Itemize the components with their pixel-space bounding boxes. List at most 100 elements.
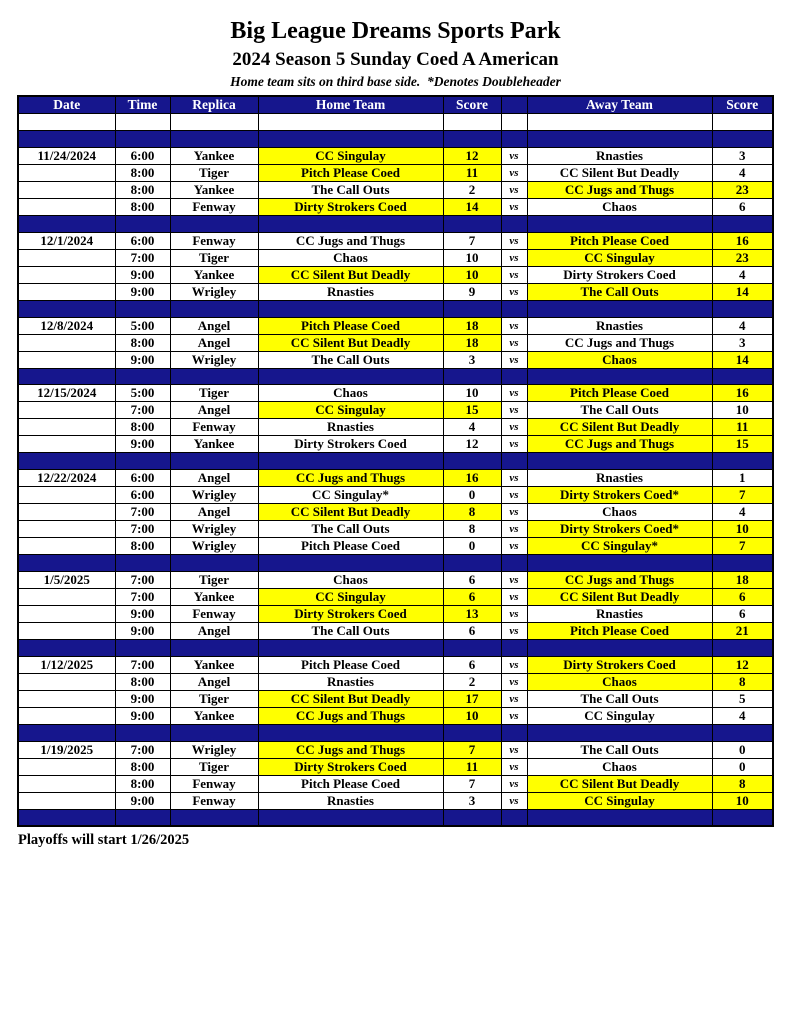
date-cell [17, 197, 116, 216]
away-team-cell: Chaos [526, 350, 713, 369]
away-score-cell: 8 [711, 673, 774, 692]
home-team-cell: Rnasties [257, 418, 444, 437]
away-team-cell: The Call Outs [526, 401, 713, 420]
home-team-cell: CC Singulay* [257, 486, 444, 505]
away-score-cell: 10 [711, 520, 774, 539]
time-cell: 7:00 [114, 401, 171, 420]
replica-cell [169, 554, 259, 573]
home-team-cell [257, 129, 444, 148]
date-cell: 1/19/2025 [17, 741, 116, 760]
vs-cell: vs [500, 316, 528, 335]
home-score-cell: 6 [442, 588, 502, 607]
home-team-cell: CC Jugs and Thugs [257, 741, 444, 760]
away-score-cell: 10 [711, 792, 774, 811]
vs-cell: vs [500, 673, 528, 692]
away-score-cell: 23 [711, 180, 774, 199]
away-score-cell [711, 724, 774, 743]
away-score-cell: 4 [711, 265, 774, 284]
home-score-cell: 10 [442, 265, 502, 284]
time-cell [114, 129, 171, 148]
vs-cell: vs [500, 741, 528, 760]
home-score-cell: 13 [442, 605, 502, 624]
replica-cell: Yankee [169, 146, 259, 165]
replica-cell: Fenway [169, 418, 259, 437]
date-cell: 12/15/2024 [17, 384, 116, 403]
game-row: 8:00 Tiger Dirty Strokers Coed 11 vs Chaos 0 [17, 758, 774, 777]
game-row: 9:00 Yankee Dirty Strokers Coed 12 vs CC Jugs… [17, 435, 774, 454]
time-cell: 8:00 [114, 197, 171, 216]
away-score-cell: 4 [711, 707, 774, 726]
header-time: Time [114, 95, 171, 114]
home-team-cell: Rnasties [257, 282, 444, 301]
separator-row [17, 367, 774, 386]
away-score-cell: 4 [711, 316, 774, 335]
vs-cell: vs [500, 571, 528, 590]
home-team-cell: Chaos [257, 248, 444, 267]
game-row: 1/19/2025 7:00 Wrigley CC Jugs and Thugs 7 vs… [17, 741, 774, 760]
home-team-cell: CC Silent But Deadly [257, 690, 444, 709]
replica-cell: Yankee [169, 435, 259, 454]
away-score-cell [711, 214, 774, 233]
away-team-cell: CC Silent But Deadly [526, 418, 713, 437]
vs-cell [500, 113, 528, 131]
date-cell [17, 809, 116, 827]
away-team-cell: Rnasties [526, 316, 713, 335]
vs-cell: vs [500, 656, 528, 675]
away-team-cell: CC Singulay [526, 707, 713, 726]
date-cell [17, 299, 116, 318]
away-team-cell: CC Singulay* [526, 537, 713, 556]
home-score-cell: 8 [442, 503, 502, 522]
game-row: 9:00 Angel The Call Outs 6 vs Pitch Please Co… [17, 622, 774, 641]
game-row: 12/22/2024 6:00 Angel CC Jugs and Thugs 16 vs… [17, 469, 774, 488]
away-score-cell: 7 [711, 537, 774, 556]
vs-cell [500, 639, 528, 658]
vs-cell: vs [500, 792, 528, 811]
time-cell: 7:00 [114, 588, 171, 607]
home-team-cell: CC Singulay [257, 401, 444, 420]
time-cell [114, 724, 171, 743]
vs-cell: vs [500, 520, 528, 539]
date-cell: 1/12/2025 [17, 656, 116, 675]
away-team-cell: CC Jugs and Thugs [526, 435, 713, 454]
time-cell: 9:00 [114, 792, 171, 811]
home-score-cell: 8 [442, 520, 502, 539]
home-team-cell: Rnasties [257, 673, 444, 692]
away-score-cell: 3 [711, 333, 774, 352]
time-cell: 8:00 [114, 333, 171, 352]
time-cell: 5:00 [114, 316, 171, 335]
away-score-cell: 3 [711, 146, 774, 165]
vs-cell: vs [500, 248, 528, 267]
replica-cell: Wrigley [169, 486, 259, 505]
home-score-cell [442, 452, 502, 471]
date-cell [17, 622, 116, 641]
date-cell [17, 282, 116, 301]
date-cell [17, 724, 116, 743]
date-cell [17, 486, 116, 505]
header-replica: Replica [169, 95, 259, 114]
vs-cell: vs [500, 401, 528, 420]
game-row: 8:00 Angel Rnasties 2 vs Chaos 8 [17, 673, 774, 692]
away-score-cell: 0 [711, 758, 774, 777]
away-team-cell: Dirty Strokers Coed* [526, 486, 713, 505]
time-cell: 9:00 [114, 282, 171, 301]
replica-cell: Angel [169, 316, 259, 335]
home-score-cell: 11 [442, 163, 502, 182]
game-row: 9:00 Wrigley The Call Outs 3 vs Chaos 14 [17, 350, 774, 369]
vs-cell: vs [500, 503, 528, 522]
home-team-cell: CC Silent But Deadly [257, 265, 444, 284]
home-score-cell: 17 [442, 690, 502, 709]
time-cell: 8:00 [114, 673, 171, 692]
replica-cell [169, 367, 259, 386]
vs-cell [500, 214, 528, 233]
time-cell [114, 554, 171, 573]
home-score-cell: 7 [442, 741, 502, 760]
time-cell: 5:00 [114, 384, 171, 403]
game-row: 9:00 Yankee CC Silent But Deadly 10 vs Dirty … [17, 265, 774, 284]
date-cell: 12/8/2024 [17, 316, 116, 335]
home-score-cell [442, 113, 502, 131]
replica-cell: Tiger [169, 690, 259, 709]
header-home-score: Score [442, 95, 502, 114]
replica-cell: Tiger [169, 571, 259, 590]
away-score-cell: 14 [711, 282, 774, 301]
replica-cell [169, 724, 259, 743]
